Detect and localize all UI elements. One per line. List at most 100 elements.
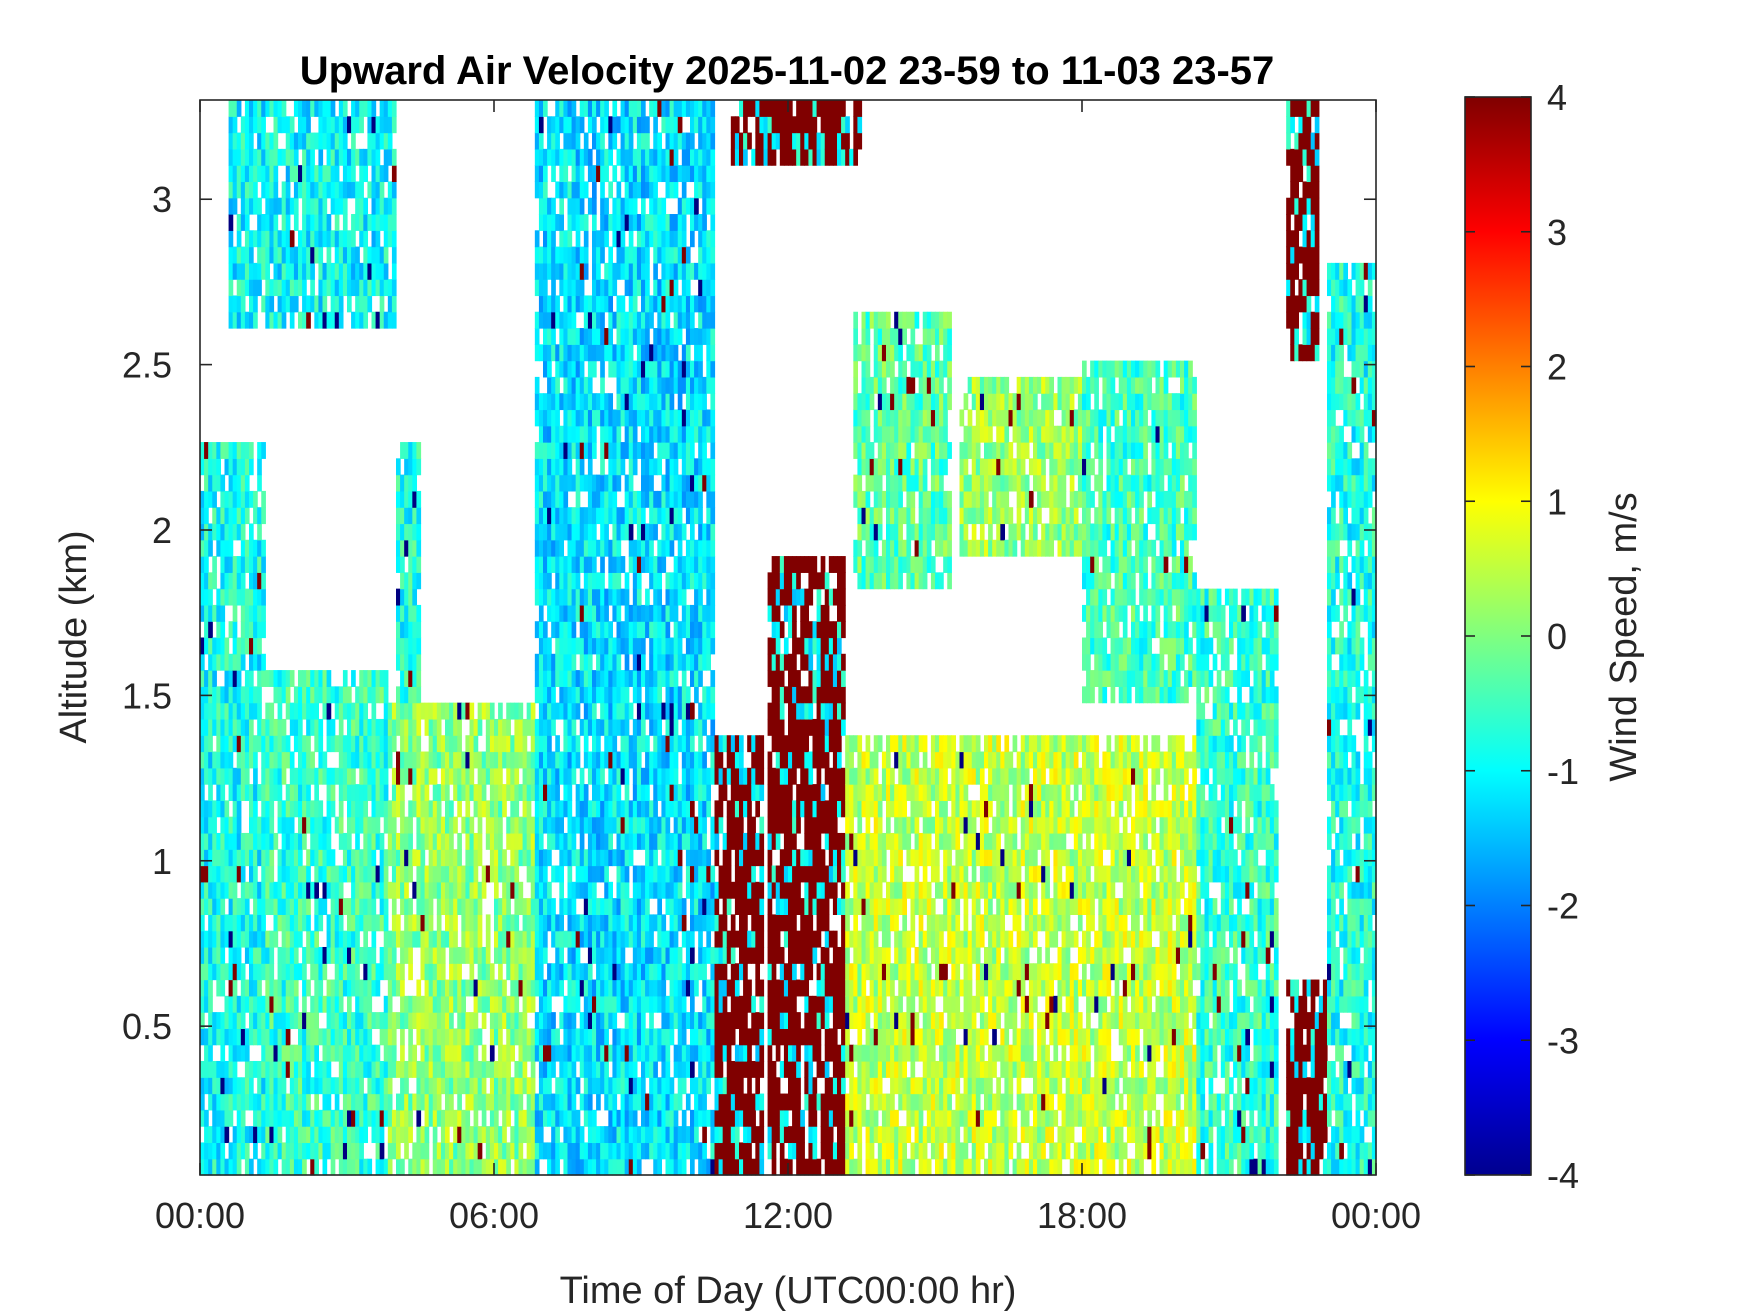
heatmap-cell [359, 1028, 364, 1046]
heatmap-cell [624, 116, 630, 134]
heatmap-cell [363, 800, 369, 818]
heatmap-cell [363, 100, 369, 117]
heatmap-cell [420, 914, 426, 932]
heatmap-cell [322, 1158, 328, 1176]
heatmap-cell [669, 490, 675, 508]
heatmap-cell [269, 881, 275, 899]
heatmap-cell [583, 572, 589, 590]
heatmap-cell [445, 751, 450, 769]
heatmap-cell [253, 865, 258, 883]
heatmap-cell [261, 784, 266, 801]
heatmap-cell [649, 165, 654, 183]
heatmap-cell [371, 865, 377, 883]
heatmap-cell [616, 376, 622, 394]
heatmap-cell [632, 946, 638, 964]
heatmap-cell [261, 214, 266, 231]
heatmap-cell [673, 1044, 679, 1062]
heatmap-cell [608, 181, 614, 199]
heatmap-cell [600, 311, 605, 329]
heatmap-cell [375, 914, 381, 932]
heatmap-cell [661, 800, 667, 818]
heatmap-cell [596, 767, 601, 785]
heatmap-cell [538, 442, 544, 459]
heatmap-cell [330, 295, 336, 313]
heatmap-cell [216, 979, 222, 997]
heatmap-cell [428, 702, 434, 720]
heatmap-cell [498, 1028, 503, 1046]
heatmap-cell [306, 1060, 311, 1078]
heatmap-cell [567, 474, 573, 492]
heatmap-cell [428, 1077, 434, 1095]
heatmap-cell [649, 800, 654, 818]
heatmap-cell [677, 1060, 683, 1078]
heatmap-cell [596, 393, 601, 411]
heatmap-cell [645, 621, 650, 639]
heatmap-cell [469, 1012, 475, 1030]
heatmap-cell [240, 1109, 246, 1127]
heatmap-cell [334, 116, 340, 134]
heatmap-cell [612, 523, 618, 541]
heatmap-cell [645, 979, 650, 997]
heatmap-cell [636, 686, 642, 704]
heatmap-cell [567, 930, 573, 948]
heatmap-cell [575, 409, 581, 427]
heatmap-cell [485, 979, 491, 997]
heatmap-cell [408, 865, 413, 883]
heatmap-cell [620, 751, 626, 769]
heatmap-cell [306, 214, 311, 231]
heatmap-cell [220, 1126, 226, 1144]
heatmap-cell [673, 262, 679, 280]
heatmap-cell [538, 214, 544, 231]
heatmap-cell [559, 604, 565, 622]
heatmap-cell [559, 572, 565, 590]
heatmap-cell [457, 832, 462, 850]
heatmap-cell [453, 865, 458, 883]
heatmap-cell [677, 214, 683, 231]
heatmap-cell [232, 930, 238, 948]
heatmap-cell [236, 946, 242, 964]
heatmap-cell [289, 702, 295, 720]
heatmap-cell [616, 914, 622, 932]
heatmap-cell [661, 539, 667, 557]
heatmap-cell [571, 181, 577, 199]
heatmap-cell [432, 849, 438, 867]
heatmap-cell [261, 556, 266, 573]
heatmap-cell [240, 197, 246, 215]
heatmap-cell [473, 849, 479, 867]
heatmap-cell [571, 246, 577, 264]
heatmap-cell [318, 800, 324, 818]
heatmap-cell [244, 442, 250, 459]
heatmap-cell [669, 214, 675, 231]
heatmap-cell [383, 1093, 389, 1111]
heatmap-cell [285, 262, 291, 280]
heatmap-cell [600, 246, 605, 264]
heatmap-cell [379, 963, 385, 981]
heatmap-cell [604, 214, 609, 231]
heatmap-cell [261, 881, 266, 899]
heatmap-cell [249, 686, 254, 704]
heatmap-cell [204, 572, 209, 590]
heatmap-cell [457, 784, 462, 801]
heatmap-cell [351, 849, 356, 867]
heatmap-cell [200, 898, 205, 915]
heatmap-cell [428, 914, 434, 932]
heatmap-cell [351, 718, 356, 736]
heatmap-cell [277, 914, 283, 932]
heatmap-cell [379, 832, 385, 850]
heatmap-cell [547, 523, 552, 541]
heatmap-cell [240, 702, 246, 720]
heatmap-cell [232, 653, 238, 671]
heatmap-cell [620, 588, 626, 606]
heatmap-cell [408, 963, 413, 981]
heatmap-cell [661, 751, 667, 769]
heatmap-cell [375, 670, 381, 687]
heatmap-cell [551, 621, 556, 639]
heatmap-cell [669, 295, 675, 313]
heatmap-cell [514, 1012, 520, 1030]
heatmap-cell [653, 816, 658, 834]
heatmap-cell [506, 751, 511, 769]
heatmap-cell [318, 181, 324, 199]
heatmap-cell [408, 849, 413, 867]
heatmap-cell [322, 230, 328, 248]
heatmap-cell [665, 539, 671, 557]
